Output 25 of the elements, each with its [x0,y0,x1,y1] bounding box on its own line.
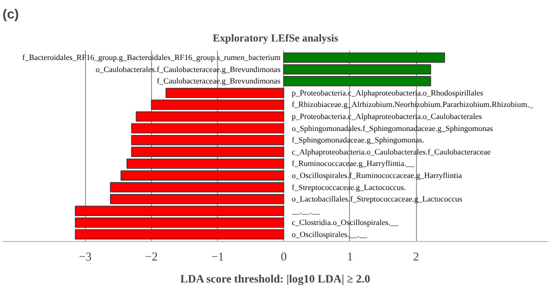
y-tick-label: f_Ruminococcaceae.g_Harryflintia.__ [292,159,416,168]
y-tick-label: f_Sphingomonadaceae.g_Sphingomonas. [292,136,424,145]
y-tick-label: f_Streptococcaceae.g_Lactococcus. [292,182,406,192]
x-tick-label: −1 [211,250,224,264]
y-tick-label: p_Proteobacteria.c_Alphaproteobacteria.o_Rhodospirillales [292,88,484,98]
y-tick-label: o_Oscillospirales.f_Ruminococcaceae.g_Harryflintia [292,170,462,180]
text: (c) [2,6,19,22]
y-tick-label: c_Alphaproteobacteria.o_Caulobacterales.f_Caulobacteraceae [292,147,492,156]
y-tick-label: o_Oscillospirales.__.__ [292,230,368,239]
y-tick-label: f_Caulobacteraceae.g_Brevundimonas [156,76,280,86]
x-tick-label: −2 [145,250,158,264]
y-tick-label: c_Clostridia.o_Oscillospirales.__ [292,218,400,228]
x-tick-label: −3 [78,250,92,264]
y-tick-label: o_Caulobacterales.f_Caulobacteraceae.g_Brevundimonas [96,64,280,74]
chart-title: Exploratory LEfSe analysis [212,34,338,44]
x-tick-label: 2 [413,250,420,264]
x-tick-label: 1 [346,250,353,264]
y-tick-label: p_Proteobacteria.c_Alphaproteobacteria.o_Caulobacterales [292,112,482,122]
y-tick-label: __.__.__ [290,206,321,216]
y-tick-label: o_Lactobacillales.f_Streptococcaceae.g_Lactococcus [292,194,462,204]
y-tick-label: o_Sphingomonadales.f_Sphingomonadaceae.g_Sphingomonas [292,124,494,133]
x-tick-label: 0 [280,250,287,264]
y-tick-label: f_Rhizobiaceae.g_Alrhizobium.Neorhizobium.Pararhizobium.Rhizobium._ [292,100,534,110]
y-tick-label: f_Bacteroidales_RF16_group.g_Bacteroidales_RF16_group.s_rumen_bacterium [22,53,282,62]
x-axis-title: LDA score threshold: |log10 LDA| ≥ 2.0 [180,274,370,286]
